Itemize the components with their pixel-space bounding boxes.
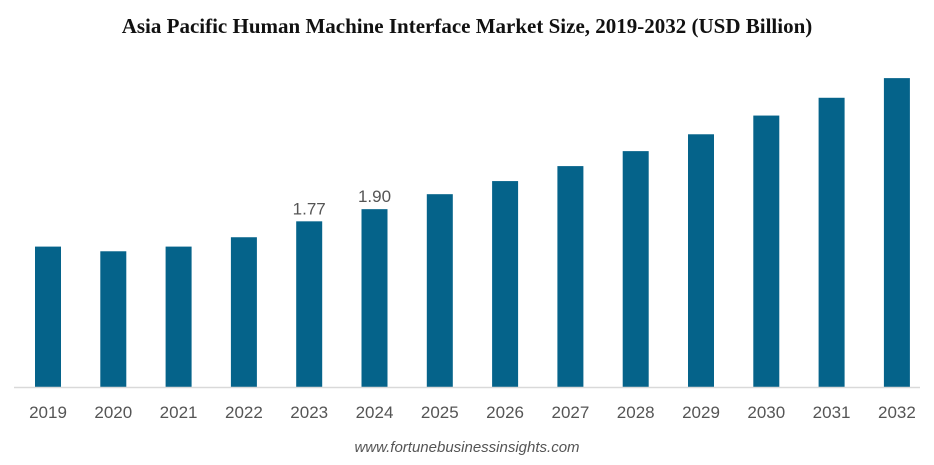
x-tick-label: 2020 [94, 403, 132, 422]
bar-2020 [100, 251, 127, 387]
x-tick-label: 2026 [486, 403, 524, 422]
x-tick-label: 2021 [160, 403, 198, 422]
x-tick-label: 2024 [356, 403, 394, 422]
x-tick-label: 2029 [682, 403, 720, 422]
source-url: www.fortunebusinessinsights.com [354, 439, 580, 456]
bar-2026 [492, 181, 519, 387]
data-label-2024: 1.90 [358, 187, 391, 206]
bar-2021 [165, 246, 192, 387]
bar-2028 [622, 151, 649, 387]
data-label-2023: 1.77 [293, 199, 326, 218]
x-tick-label: 2031 [813, 403, 851, 422]
x-tick-label: 2032 [878, 403, 916, 422]
bar-2019 [35, 246, 61, 387]
bar-2025 [426, 194, 453, 387]
x-tick-label: 2030 [747, 403, 785, 422]
bar-2032 [883, 78, 910, 388]
bar-2029 [688, 134, 714, 387]
x-tick-label: 2025 [421, 403, 459, 422]
x-tick-label: 2023 [290, 403, 328, 422]
chart-title: Asia Pacific Human Machine Interface Mar… [121, 14, 813, 38]
x-tick-label: 2022 [225, 403, 263, 422]
x-tick-label: 2027 [551, 403, 589, 422]
bar-2023 [296, 221, 323, 387]
x-tick-label: 2028 [617, 403, 655, 422]
bar-2031 [818, 97, 845, 387]
bar-2022 [230, 237, 257, 387]
x-tick-label: 2019 [29, 403, 67, 422]
bar-2024 [361, 209, 388, 387]
bar-2030 [753, 115, 780, 387]
bar-2027 [557, 166, 584, 387]
